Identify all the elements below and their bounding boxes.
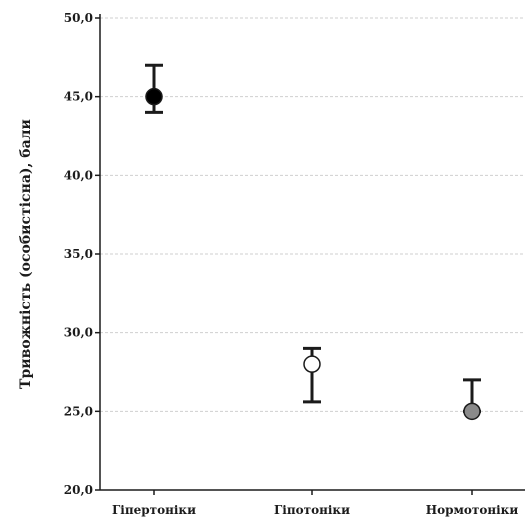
y-tick-label: 40,0 xyxy=(64,168,93,182)
y-tick-label: 50,0 xyxy=(64,11,93,25)
y-tick-label: 45,0 xyxy=(64,90,93,104)
mean-marker xyxy=(303,355,321,373)
data-point-group xyxy=(303,346,321,404)
y-axis-label: Тривожність (особистісна), бали xyxy=(18,119,34,389)
data-point-group xyxy=(145,63,163,114)
y-tick-label: 20,0 xyxy=(64,483,93,497)
mean-marker xyxy=(145,87,163,106)
y-tick-label: 30,0 xyxy=(64,326,93,340)
axes xyxy=(99,14,525,491)
x-ticks: Гіпертоніки Гіпотоніки Нормотоніки xyxy=(112,490,518,517)
x-tick-label: Гіпотоніки xyxy=(274,503,350,517)
y-tick-label: 35,0 xyxy=(64,247,93,261)
y-ticks: 20,0 25,0 30,0 35,0 40,0 45,0 50,0 xyxy=(64,11,100,497)
data-point-group xyxy=(463,378,481,421)
mean-marker xyxy=(463,402,481,421)
grid-lines xyxy=(100,17,525,412)
data-points xyxy=(145,63,481,421)
x-tick-label: Гіпертоніки xyxy=(112,503,196,517)
y-tick-label: 25,0 xyxy=(64,404,93,418)
x-tick-label: Нормотоніки xyxy=(426,503,519,517)
